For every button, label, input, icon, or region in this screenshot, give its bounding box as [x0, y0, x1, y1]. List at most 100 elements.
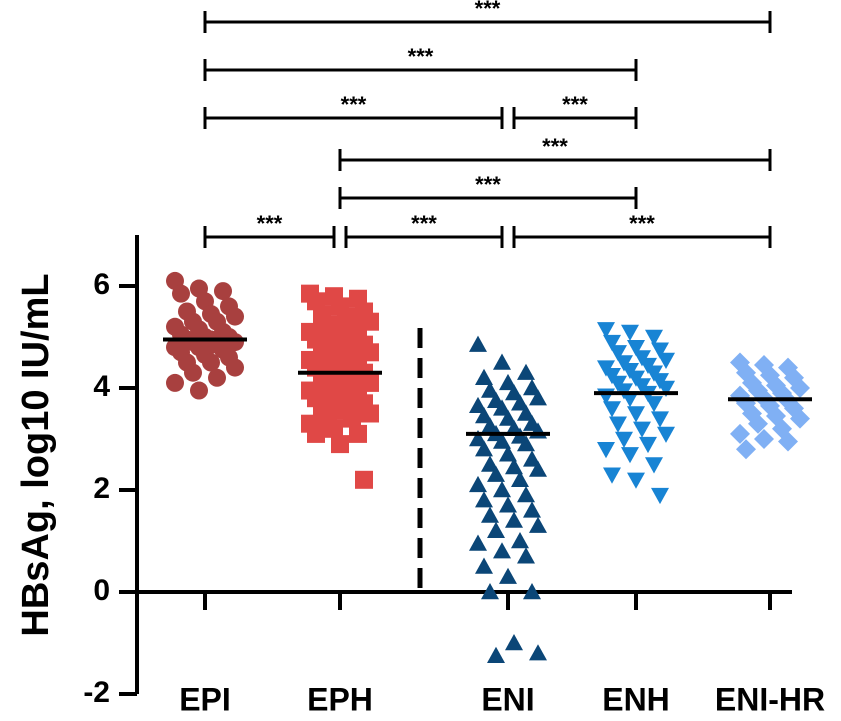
point — [499, 373, 517, 391]
y-tick-label: 2 — [93, 472, 110, 505]
point — [639, 436, 657, 454]
point — [615, 431, 633, 448]
point — [517, 435, 535, 452]
point — [621, 324, 639, 341]
point — [493, 481, 511, 498]
point — [505, 511, 523, 528]
point — [481, 583, 499, 600]
bracket — [203, 107, 504, 129]
point — [190, 381, 208, 400]
bracket — [203, 11, 772, 33]
point — [499, 409, 517, 426]
point — [469, 396, 487, 414]
point — [172, 284, 190, 303]
significance-label: *** — [475, 0, 501, 21]
point — [487, 646, 505, 663]
x-tick-label: ENH — [602, 681, 670, 717]
significance-label: *** — [411, 211, 437, 236]
point — [184, 363, 202, 382]
significance-label: *** — [475, 172, 501, 197]
point — [499, 567, 517, 584]
point — [651, 487, 669, 505]
point — [475, 557, 493, 574]
point — [475, 440, 493, 457]
point — [487, 521, 505, 538]
point — [226, 307, 244, 326]
point — [511, 394, 529, 411]
point — [529, 389, 547, 406]
point — [609, 416, 627, 433]
point — [748, 413, 768, 434]
point — [214, 282, 232, 301]
point — [523, 583, 541, 600]
point — [517, 547, 535, 564]
point — [499, 445, 517, 462]
point — [325, 419, 343, 438]
point — [523, 450, 541, 467]
point — [343, 409, 361, 428]
point — [475, 368, 493, 385]
point — [754, 429, 774, 449]
point — [736, 439, 756, 460]
point — [790, 378, 810, 398]
point — [529, 516, 547, 533]
bracket — [344, 226, 504, 248]
point — [511, 532, 529, 549]
point — [645, 329, 663, 346]
y-tick-label: 4 — [93, 370, 110, 403]
point — [469, 534, 487, 551]
point — [166, 373, 184, 392]
significance-label: *** — [629, 211, 655, 236]
point — [202, 353, 220, 372]
point — [645, 396, 663, 413]
x-tick-label: ENI-HR — [715, 681, 825, 717]
point — [517, 486, 535, 503]
point — [505, 458, 523, 475]
point — [523, 379, 541, 396]
point — [657, 380, 675, 397]
point — [475, 491, 493, 508]
point — [609, 345, 627, 362]
bracket — [338, 149, 772, 171]
x-tick-label: ENI — [481, 681, 534, 717]
point — [778, 431, 798, 452]
point — [523, 501, 541, 518]
point — [355, 470, 373, 489]
point — [517, 404, 535, 421]
point — [505, 384, 523, 401]
point — [487, 465, 505, 482]
point — [645, 457, 663, 474]
x-tick-label: EPI — [179, 681, 231, 717]
y-axis-label: HBsAg, log10 IU/mL — [15, 273, 57, 636]
point — [361, 312, 379, 331]
significance-label: *** — [257, 211, 283, 236]
bracket — [512, 226, 772, 248]
point — [603, 334, 621, 352]
point — [633, 421, 651, 438]
y-tick-label: -2 — [83, 676, 110, 709]
bracket — [512, 107, 638, 129]
x-tick-label: EPH — [307, 681, 373, 717]
point — [651, 342, 669, 359]
point — [529, 644, 547, 661]
point — [469, 475, 487, 493]
point — [790, 408, 810, 429]
point — [657, 426, 675, 443]
bracket — [203, 59, 638, 81]
point — [505, 634, 523, 651]
point — [481, 455, 499, 472]
point — [651, 411, 669, 428]
point — [469, 335, 487, 352]
point — [627, 340, 645, 357]
point — [208, 368, 226, 387]
significance-label: *** — [562, 92, 588, 117]
point — [493, 399, 511, 416]
point — [627, 406, 645, 423]
point — [493, 353, 511, 370]
point — [517, 363, 535, 380]
point — [331, 435, 349, 454]
bracket — [203, 226, 336, 248]
point — [361, 404, 379, 423]
point — [730, 423, 750, 444]
